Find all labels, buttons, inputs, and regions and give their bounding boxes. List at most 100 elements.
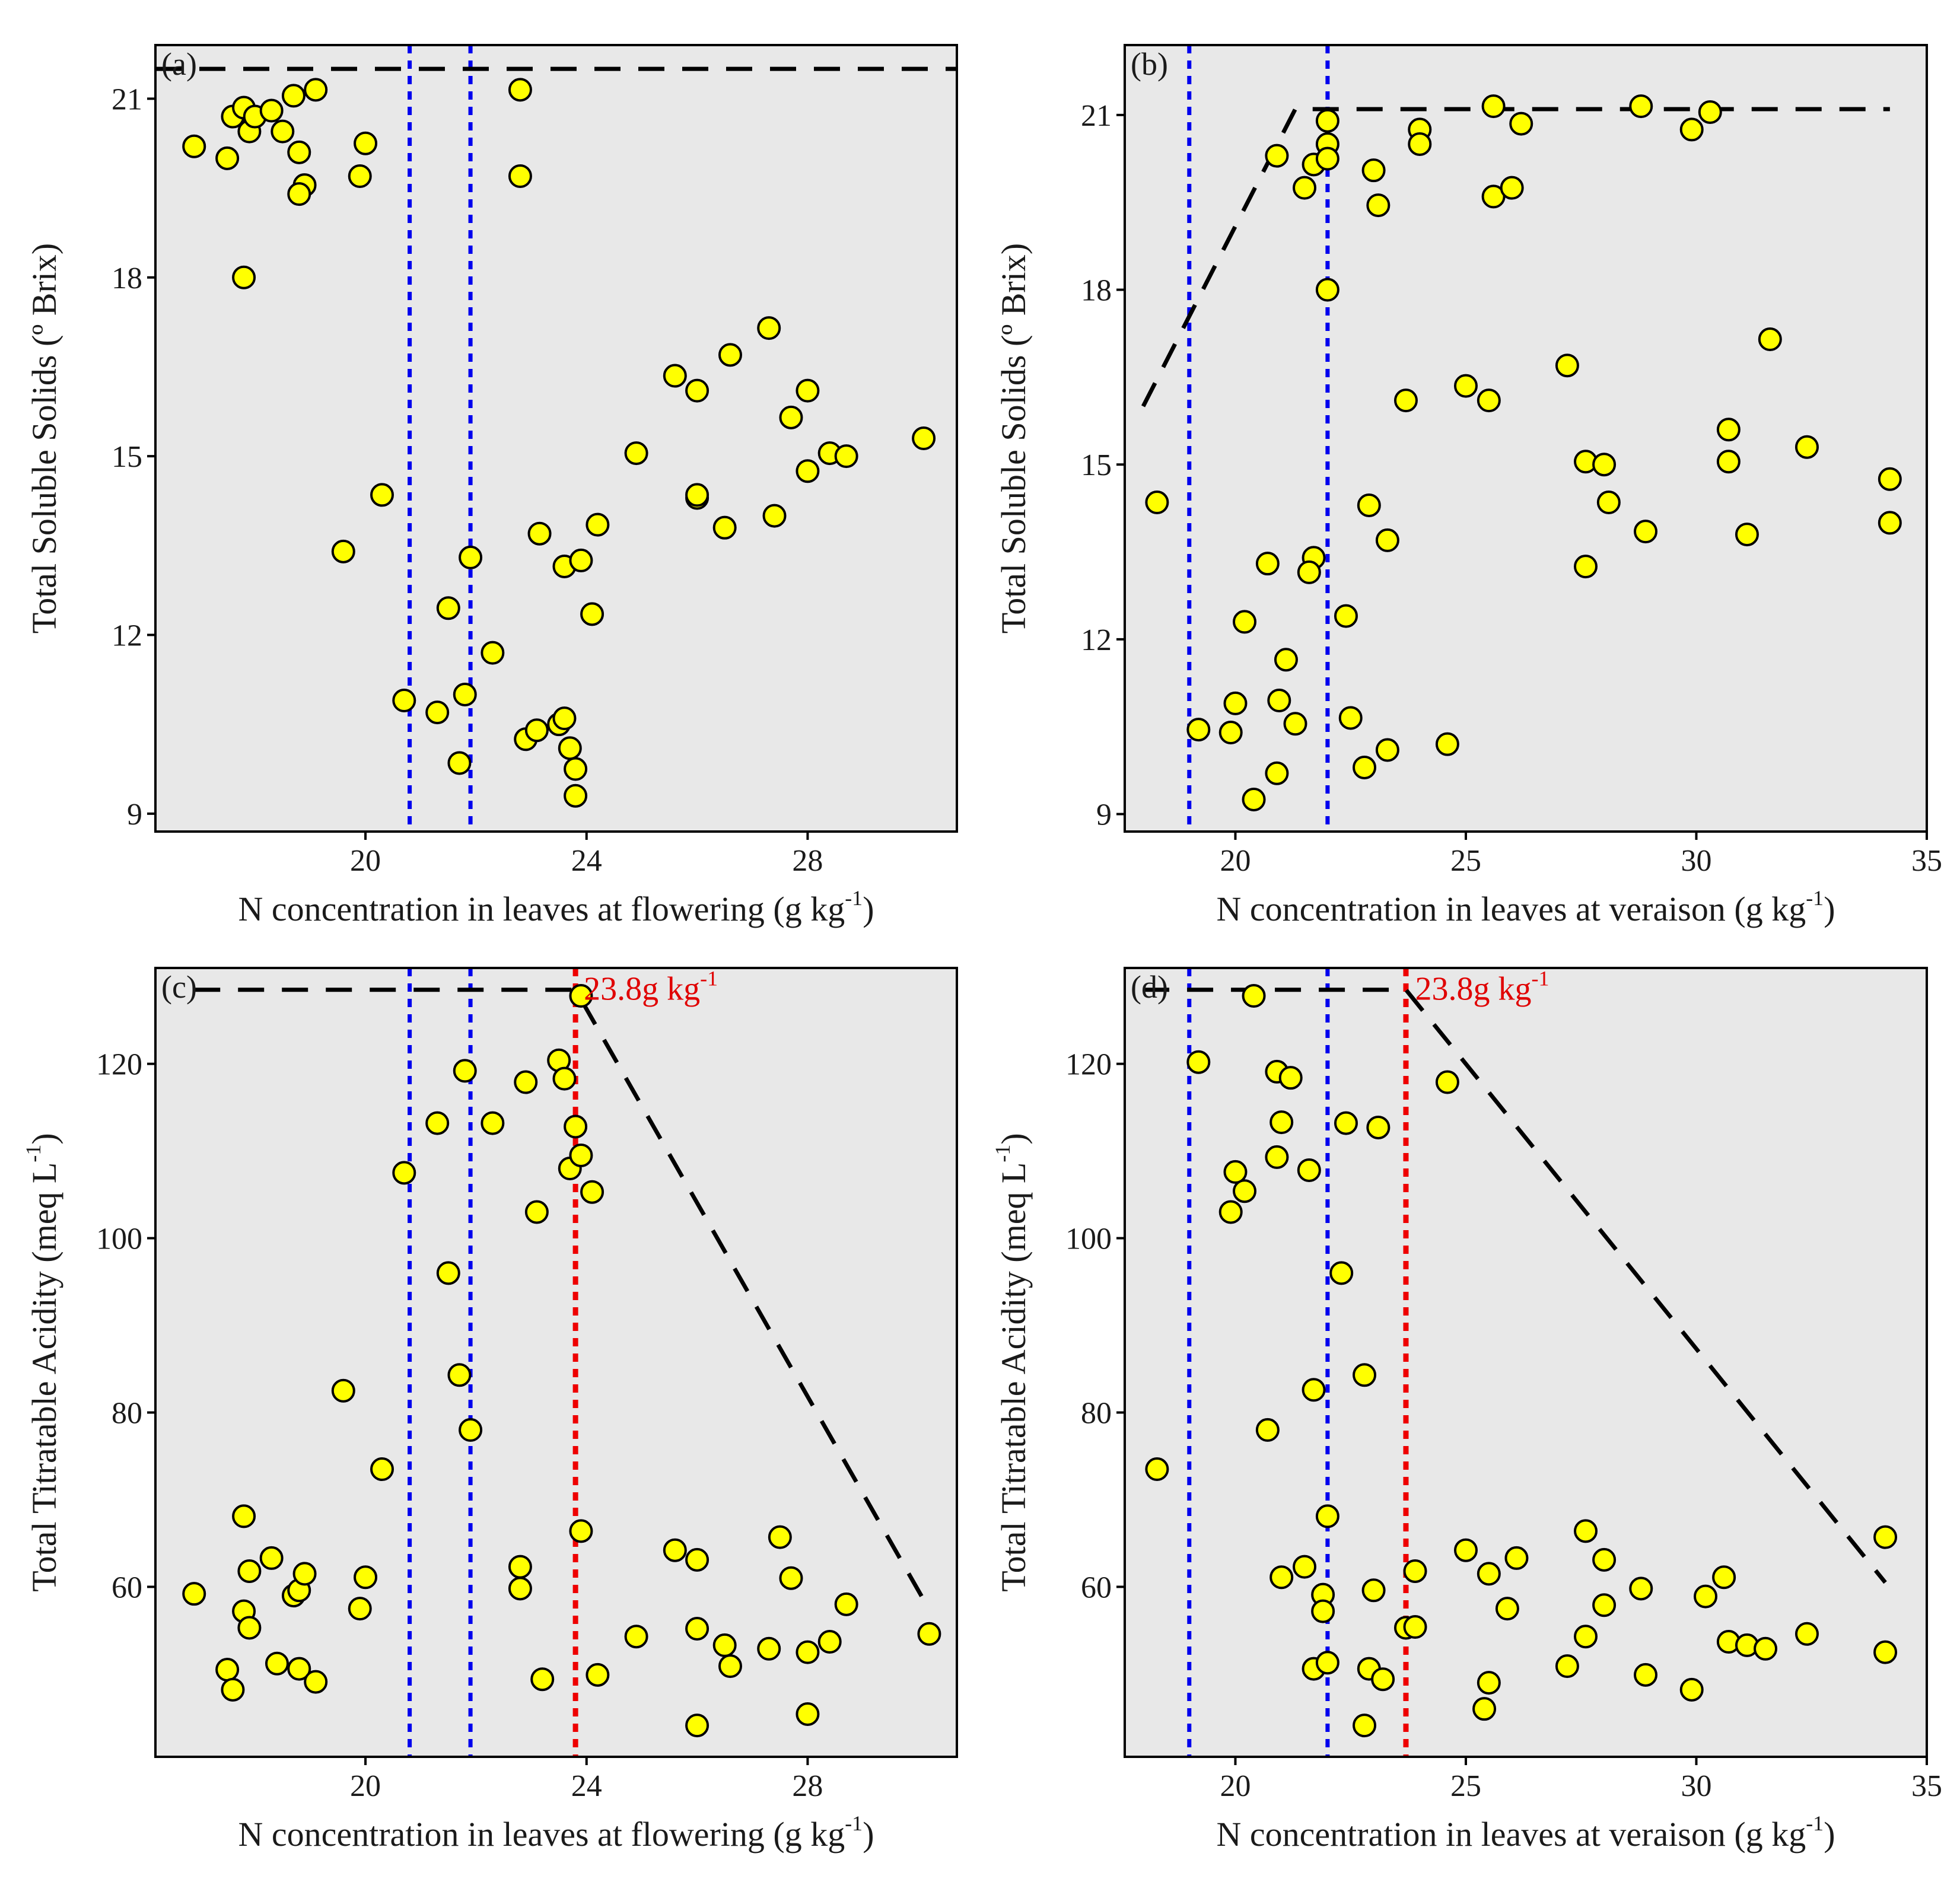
y-tick-label: 100 [1065,1222,1112,1256]
data-point [1716,418,1741,442]
data-point [508,164,532,188]
data-point [1265,761,1289,785]
y-axis-title-text: Total Titratable Acidity (meq L [25,1163,63,1592]
data-point [436,596,460,620]
data-point [569,1519,593,1543]
data-point [580,602,604,626]
y-tick-label: 21 [112,82,142,116]
data-point [1269,1565,1294,1590]
y-axis-title-superscript: -1 [21,1145,45,1163]
data-point [1315,1504,1339,1528]
data-point [552,706,577,731]
data-point [1555,353,1579,378]
x-tick-label: 30 [1681,1769,1711,1803]
data-point [1477,1671,1501,1695]
x-axis-title-superscript: -1 [1806,886,1824,910]
data-point [685,1714,709,1738]
data-point [757,316,781,340]
x-axis-title: N concentration in leaves at veraison (g… [1216,886,1835,928]
data-point [1353,755,1377,779]
x-tick-label: 20 [350,844,381,878]
plot-frame [1124,44,1928,833]
x-axis-title-end: ) [1824,890,1835,928]
panel-label: (b) [1131,46,1168,82]
data-point [182,1582,206,1606]
y-axis-title-end: ) [994,1133,1033,1144]
y-tick-label: 9 [1096,798,1112,832]
data-point [1297,1158,1321,1182]
x-tick-label: 24 [571,1769,602,1803]
data-point [237,1616,262,1640]
data-point [1361,1578,1386,1603]
panel-label: (c) [161,969,197,1005]
plot-area [1141,45,1902,832]
data-point [1233,1179,1257,1203]
data-point [392,1161,416,1185]
plot-frame [1124,967,1928,1758]
data-point [259,98,284,123]
x-axis-title-superscript: -1 [1806,1811,1824,1835]
data-point [1481,94,1506,119]
fit-line [1143,988,1887,1584]
data-point [1265,1145,1289,1169]
data-point [1500,176,1524,200]
x-tick-label: 20 [350,1769,381,1803]
data-point [524,1200,549,1224]
data-point [1629,94,1653,119]
data-point [1435,1070,1459,1094]
data-point [1283,712,1307,736]
data-point [768,1525,792,1549]
y-tick-label: 21 [1081,99,1112,133]
data-point [1435,732,1459,756]
data-point [259,1546,284,1570]
data-point [1794,435,1819,459]
data-point [1329,1261,1354,1285]
data-point [1334,1111,1358,1135]
data-point [796,1702,820,1726]
data-point [569,1143,593,1167]
data-point [685,1616,709,1641]
data-point [287,182,311,206]
data-point [271,119,295,144]
data-point [685,378,709,403]
data-point [1274,648,1298,672]
data-point [354,1565,378,1590]
data-point [354,131,378,155]
x-tick-label: 25 [1450,844,1481,878]
data-point [425,1111,450,1135]
data-point [1754,1636,1778,1661]
x-tick-label: 24 [571,844,602,878]
data-point [524,718,549,743]
data-point [331,1378,355,1403]
panel-b: 20 25 30 35 9 12 15 18 21 (b) N concentration in l… [994,44,1942,928]
data-point [1315,278,1339,302]
plot-background [155,968,957,1757]
data-point [530,1667,555,1692]
data-point [1302,1378,1326,1402]
data-point [265,1651,289,1676]
data-point [624,441,648,466]
data-point [1472,1697,1497,1721]
data-point [1311,1599,1335,1623]
x-tick-label: 25 [1450,1769,1481,1803]
data-point [1233,610,1257,634]
y-axis-title-text: Total Soluble Solids (º Brix) [994,243,1033,633]
data-point [1315,1651,1339,1675]
data-point [1371,1667,1395,1692]
data-point [1297,560,1321,584]
data-point [796,1640,820,1664]
data-point [1574,555,1598,579]
data-point [527,521,552,546]
fit-line [194,988,926,1601]
data-point [1574,1625,1598,1649]
x-tick-label: 28 [792,1769,823,1803]
data-point [1218,721,1243,745]
data-point [459,545,483,569]
data-point [564,1114,588,1139]
data-point [1255,552,1280,576]
data-point [1366,193,1391,218]
data-point [917,1622,941,1646]
data-point [1716,450,1741,474]
